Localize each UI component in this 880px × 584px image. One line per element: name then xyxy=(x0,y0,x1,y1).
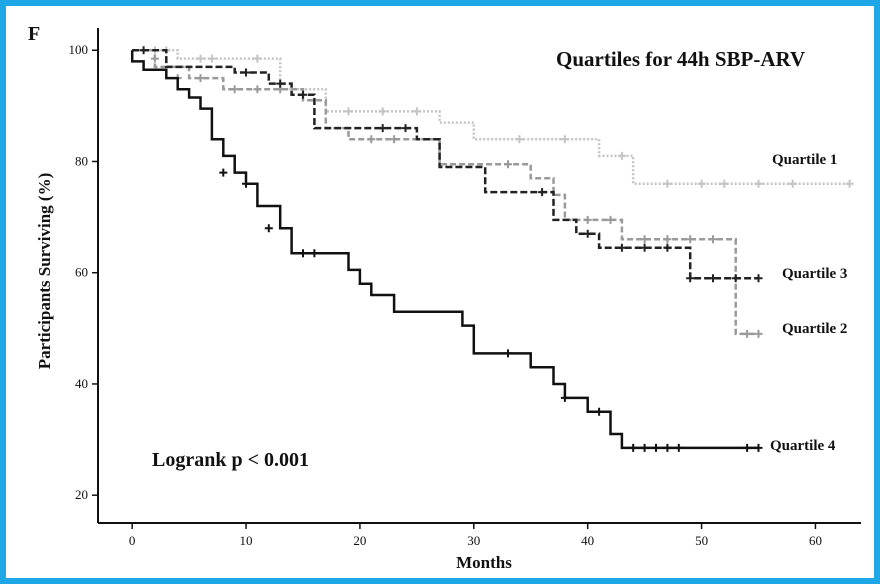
censor-mark xyxy=(230,85,239,94)
panel-letter: F xyxy=(28,23,40,45)
labels-group: F Quartiles for 44h SBP-ARV Logrank p < … xyxy=(28,23,805,572)
survival-curve-quartile-3 xyxy=(132,48,759,280)
censor-mark xyxy=(207,54,216,63)
censor-mark xyxy=(697,179,706,188)
censor-mark xyxy=(731,274,740,283)
censor-mark xyxy=(504,160,512,169)
censor-mark xyxy=(242,68,250,77)
series-quartile-2: Quartile 2 xyxy=(132,48,847,338)
censor-mark xyxy=(754,274,763,283)
survival-curve-quartile-4 xyxy=(130,50,759,450)
censor-mark xyxy=(709,274,717,283)
censor-mark xyxy=(754,443,763,452)
x-tick-label: 40 xyxy=(581,533,594,548)
censor-mark xyxy=(686,235,695,244)
censor-mark xyxy=(788,179,797,188)
axes: 0 10 20 30 40 50 60 20 40 60 80 100 xyxy=(69,28,861,548)
censor-mark xyxy=(640,443,649,452)
censor-mark xyxy=(401,124,410,133)
censor-mark xyxy=(617,243,626,252)
x-tick-label: 20 xyxy=(353,533,366,548)
censor-mark xyxy=(652,443,660,452)
x-tick-label: 10 xyxy=(240,533,253,548)
series-quartile-4: Quartile 4 xyxy=(130,50,836,454)
censor-mark xyxy=(754,329,763,338)
y-axis-title: Participants Surviving (%) xyxy=(35,173,54,369)
y-tick-label: 80 xyxy=(75,153,88,168)
censor-mark xyxy=(242,179,250,188)
censor-mark xyxy=(743,443,752,452)
censor-mark xyxy=(606,215,615,224)
series-quartile-1: Quartile 1 xyxy=(132,46,854,188)
censor-mark xyxy=(595,407,604,416)
survival-curve-quartile-2 xyxy=(132,48,759,336)
y-tick-label: 40 xyxy=(75,376,88,391)
censor-mark xyxy=(583,229,592,238)
x-tick-label: 50 xyxy=(695,533,708,548)
y-tick-label: 20 xyxy=(75,487,88,502)
censor-mark xyxy=(515,135,524,144)
series-quartile-3: Quartile 3 xyxy=(132,46,847,283)
censor-mark xyxy=(219,168,228,177)
censor-mark xyxy=(344,107,353,116)
chart-title: Quartiles for 44h SBP-ARV xyxy=(556,47,805,71)
series-label-quartile-1: Quartile 1 xyxy=(772,152,837,168)
censor-mark xyxy=(663,443,672,452)
censor-mark xyxy=(253,85,262,94)
censor-mark xyxy=(150,54,159,63)
censor-mark xyxy=(709,235,717,244)
censor-mark xyxy=(583,215,592,224)
censor-mark xyxy=(378,107,387,116)
survival-curve-quartile-1 xyxy=(132,48,850,185)
censor-mark xyxy=(629,443,638,452)
censor-mark xyxy=(412,107,421,116)
y-tick-label: 100 xyxy=(69,42,89,57)
logrank-annotation: Logrank p < 0.001 xyxy=(152,449,309,471)
censor-mark xyxy=(390,135,399,144)
censor-mark xyxy=(367,135,376,144)
censor-mark xyxy=(663,243,672,252)
series-group: Quartile 1 Quartile 2 Quartile 3 Quartile 4 xyxy=(130,46,854,454)
censor-mark xyxy=(720,179,729,188)
censor-mark xyxy=(504,349,512,358)
series-label-quartile-2: Quartile 2 xyxy=(782,321,847,337)
censor-mark xyxy=(538,188,547,197)
censor-mark xyxy=(845,179,854,188)
censor-mark xyxy=(299,90,307,99)
censor-mark xyxy=(617,151,626,160)
censor-mark xyxy=(686,274,695,283)
censor-mark xyxy=(743,329,752,338)
censor-mark xyxy=(310,249,319,258)
censor-mark xyxy=(276,79,285,88)
x-tick-label: 30 xyxy=(467,533,480,548)
series-label-quartile-4: Quartile 4 xyxy=(770,438,836,454)
x-axis-title: Months xyxy=(456,553,512,572)
censor-mark xyxy=(663,235,672,244)
censor-mark xyxy=(663,179,672,188)
censor-mark xyxy=(139,46,148,55)
censor-mark xyxy=(640,243,649,252)
censor-mark xyxy=(560,393,569,402)
x-tick-label: 0 xyxy=(129,533,136,548)
censor-mark xyxy=(299,249,307,258)
censor-mark xyxy=(560,135,569,144)
censor-mark xyxy=(196,74,205,83)
x-tick-label: 60 xyxy=(809,533,822,548)
y-tick-label: 60 xyxy=(75,265,88,280)
censor-mark xyxy=(674,443,683,452)
censor-mark xyxy=(253,54,262,63)
censor-mark xyxy=(754,179,763,188)
series-label-quartile-3: Quartile 3 xyxy=(782,266,847,282)
censor-mark xyxy=(378,124,387,133)
censor-mark xyxy=(264,224,273,233)
censor-mark xyxy=(196,54,205,63)
censor-mark xyxy=(640,235,649,244)
